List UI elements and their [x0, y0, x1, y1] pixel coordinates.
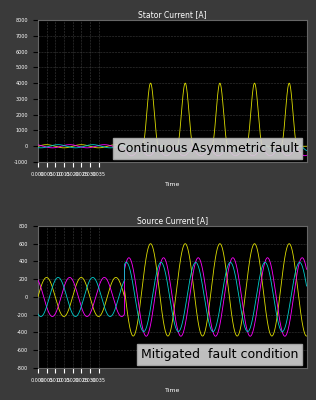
Text: Mitigated  fault condition: Mitigated fault condition [141, 348, 298, 361]
X-axis label: Time: Time [165, 182, 180, 187]
Title: Source Current [A]: Source Current [A] [137, 216, 208, 225]
X-axis label: Time: Time [165, 388, 180, 393]
Title: Stator Current [A]: Stator Current [A] [138, 10, 207, 19]
Text: Continuous Asymmetric fault: Continuous Asymmetric fault [117, 142, 298, 155]
